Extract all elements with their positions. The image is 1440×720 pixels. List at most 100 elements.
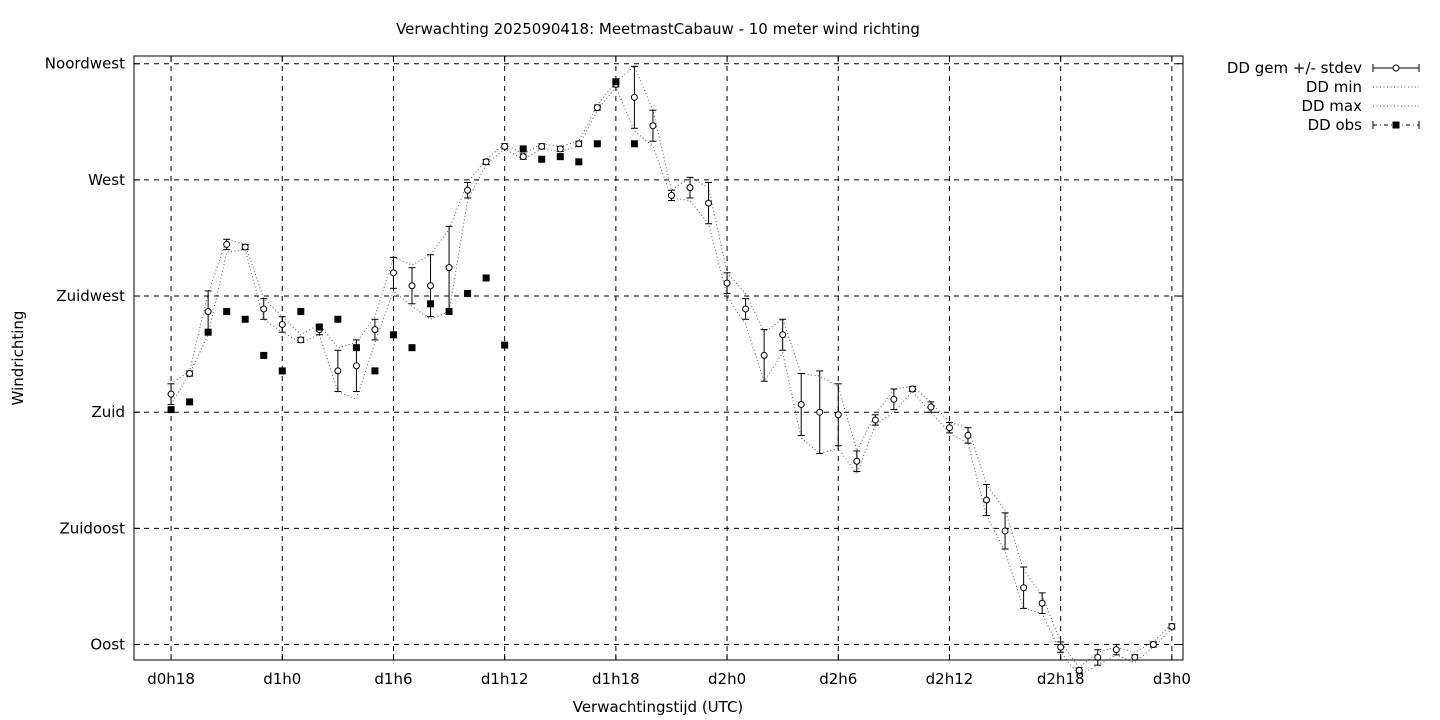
dd-obs-point — [593, 140, 601, 148]
dd-obs-point — [260, 351, 268, 359]
dd-mean-point — [593, 104, 601, 112]
dd-mean-point — [686, 184, 694, 192]
dd-obs-point — [297, 308, 305, 316]
dd-mean-point — [445, 264, 453, 272]
dd-mean-point — [297, 336, 305, 344]
dd-obs-point — [630, 140, 638, 148]
dd-obs-point — [482, 274, 490, 282]
x-tick-label: d2h0 — [708, 670, 746, 688]
dd-obs-point — [612, 78, 620, 86]
dd-mean-point — [1149, 641, 1157, 649]
y-tick-label: Zuidwest — [56, 287, 125, 305]
dd-mean-point — [1168, 622, 1176, 630]
legend-swatch — [1392, 64, 1400, 72]
dd-mean-point — [649, 122, 657, 130]
series-marks — [167, 65, 1176, 677]
legend-swatch — [1392, 121, 1400, 129]
dd-mean-point — [927, 403, 935, 411]
dd-mean-point — [352, 362, 360, 370]
x-axis-label: Verwachtingstijd (UTC) — [573, 698, 744, 716]
dd-mean-point — [389, 269, 397, 277]
chart-title: Verwachting 2025090418: MeetmastCabauw -… — [396, 20, 920, 38]
dd-mean-point — [1057, 643, 1065, 651]
dd-mean-point — [723, 279, 731, 287]
y-tick-label: Zuid — [92, 403, 125, 421]
dd-mean-point — [705, 199, 713, 207]
dd-mean-point — [186, 369, 194, 377]
dd-mean-point — [538, 142, 546, 150]
dd-mean-point — [760, 351, 768, 359]
dd-mean-point — [223, 240, 231, 248]
dd-mean-point — [1038, 599, 1046, 607]
dd-obs-point — [278, 367, 286, 375]
dd-mean-point — [501, 142, 509, 150]
x-tick-label: d2h12 — [926, 670, 974, 688]
dd-mean-point — [1075, 666, 1083, 674]
dd-mean-point — [983, 496, 991, 504]
dd-obs-point — [186, 398, 194, 406]
dd-mean-point — [945, 424, 953, 432]
legend-label: DD min — [1306, 78, 1362, 96]
dd-mean-point — [742, 305, 750, 313]
dd-obs-point — [501, 341, 509, 349]
axes: d0h18 d1h0 d1h6 d1h12 d1h18 d2h0 d2h6 d2h12 d2h1… — [45, 55, 1191, 688]
dd-mean-point — [427, 282, 435, 290]
x-tick-label: d1h18 — [592, 670, 640, 688]
x-tick-label: d2h18 — [1037, 670, 1085, 688]
dd-obs-point — [538, 155, 546, 163]
dd-obs-point — [427, 300, 435, 308]
dd-obs-point — [556, 153, 564, 161]
x-tick-label: d0h18 — [147, 670, 195, 688]
dd-mean-point — [853, 457, 861, 465]
dd-mean-point — [816, 408, 824, 416]
x-tick-label: d3h0 — [1153, 670, 1191, 688]
y-tick-label: Zuidoost — [59, 519, 125, 537]
dd-mean-point — [556, 145, 564, 153]
dd-obs-point — [241, 315, 249, 323]
dd-obs-point — [371, 367, 379, 375]
y-axis-label: Windrichting — [9, 311, 27, 406]
dd-mean-point — [371, 326, 379, 334]
dd-mean-point — [408, 282, 416, 290]
grid-lines — [134, 56, 1183, 660]
x-tick-label: d1h6 — [374, 670, 412, 688]
legend-label: DD max — [1301, 97, 1362, 115]
dd-obs-point — [352, 344, 360, 352]
dd-obs-point — [167, 406, 175, 414]
legend-label: DD gem +/- stdev — [1227, 59, 1362, 77]
y-tick-label: Oost — [90, 636, 125, 654]
dd-mean-point — [834, 411, 842, 419]
dd-mean-point — [334, 367, 342, 375]
dd-obs-point — [445, 308, 453, 316]
dd-mean-point — [1112, 646, 1120, 654]
dd-mean-point — [964, 431, 972, 439]
dd-mean-point — [575, 140, 583, 148]
dd-mean-point — [482, 158, 490, 166]
dd-obs-point — [389, 331, 397, 339]
dd-obs-point — [464, 289, 472, 297]
dd-mean-point — [908, 385, 916, 393]
dd-obs-point — [223, 308, 231, 316]
dd-obs-point — [575, 158, 583, 166]
dd-max-line — [170, 65, 1173, 669]
legend-label: DD obs — [1308, 116, 1363, 134]
dd-mean-point — [667, 191, 675, 199]
dd-mean-point — [630, 93, 638, 101]
y-tick-label: Noordwest — [45, 55, 125, 73]
dd-mean-point — [167, 390, 175, 398]
plot-frame — [133, 55, 1184, 661]
dd-obs-point — [334, 315, 342, 323]
dd-mean-point — [464, 186, 472, 194]
dd-mean-point — [779, 331, 787, 339]
dd-mean-point — [241, 243, 249, 251]
dd-mean-point — [260, 305, 268, 313]
dd-mean-point — [797, 400, 805, 408]
dd-mean-point — [204, 308, 212, 316]
x-tick-label: d2h6 — [819, 670, 857, 688]
dd-mean-point — [1001, 527, 1009, 535]
dd-obs-point — [315, 323, 323, 331]
dd-obs-point — [408, 344, 416, 352]
dd-obs-point — [519, 145, 527, 153]
dd-mean-point — [519, 153, 527, 161]
